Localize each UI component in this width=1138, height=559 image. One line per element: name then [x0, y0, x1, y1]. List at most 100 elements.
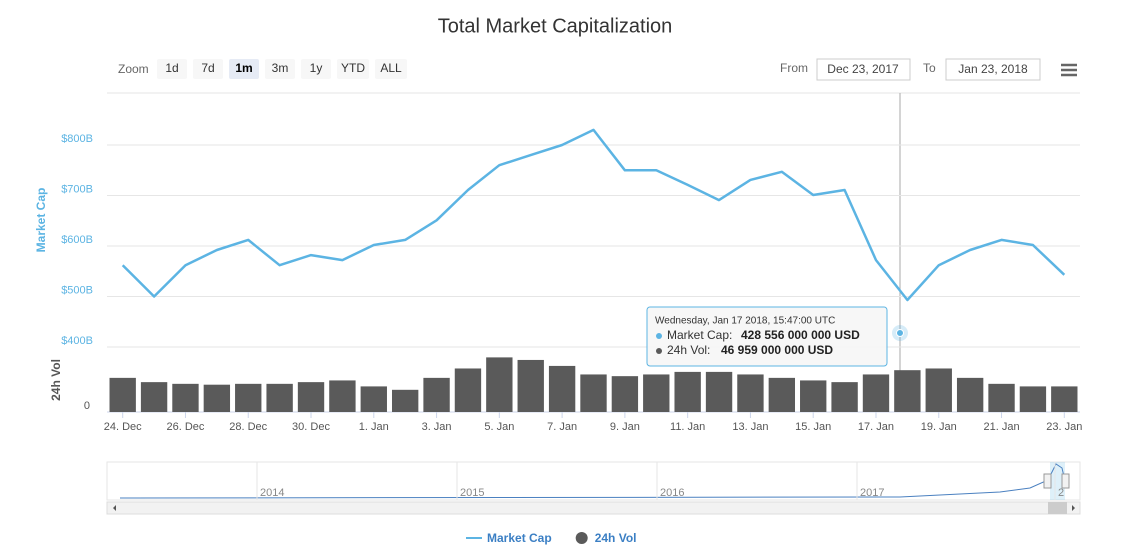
zoom-button[interactable]: [301, 59, 331, 79]
volume-bar: [831, 382, 858, 412]
to-label: To: [923, 61, 936, 75]
volume-bar: [266, 383, 293, 412]
zoom-button[interactable]: [193, 59, 223, 79]
volume-bar: [486, 357, 513, 412]
zoom-button-label: YTD: [341, 61, 365, 75]
legend-symbol: [575, 532, 588, 544]
zoom-button-label: 1m: [235, 61, 252, 75]
x-tick-label: 5. Jan: [484, 421, 514, 433]
to-input[interactable]: [945, 58, 1041, 81]
volume-bar: [1019, 386, 1047, 412]
zoom-button[interactable]: [265, 59, 295, 79]
volume-bar: [423, 377, 450, 412]
volume-bar: [894, 370, 921, 412]
tooltip-value: 428 556 000 000 USD: [741, 328, 860, 342]
volume-bar: [956, 377, 984, 412]
from-value: Dec 23, 2017: [827, 62, 899, 76]
x-tick-label: 24. Dec: [104, 421, 142, 433]
volume-bar: [172, 383, 199, 412]
chart-title: Total Market Capitalization: [438, 15, 673, 37]
x-tick-label: 23. Jan: [1046, 421, 1082, 433]
tooltip-label: Market Cap:: [667, 328, 732, 342]
zoom-button-label: 3m: [272, 61, 289, 75]
volume-bar: [611, 376, 639, 412]
volume-bar: [862, 374, 890, 412]
navigator-label: 2: [1058, 487, 1064, 499]
volume-bar: [517, 359, 544, 412]
x-tick-label: 9. Jan: [610, 421, 640, 433]
x-tick-label: 15. Jan: [795, 421, 831, 433]
y-tick-label: $700B: [61, 183, 93, 195]
navigator-label: 2014: [260, 487, 284, 499]
navigator-handle[interactable]: [1061, 473, 1070, 489]
volume-bar: [297, 382, 325, 412]
volume-bar: [203, 384, 231, 412]
tooltip-value: 46 959 000 000 USD: [721, 343, 833, 357]
market-cap-line: [121, 128, 1066, 302]
volume-bar: [109, 377, 136, 412]
zoom-button[interactable]: [375, 59, 407, 79]
tooltip: [646, 306, 888, 367]
navigator-label: 2017: [860, 487, 884, 499]
navigator[interactable]: [106, 461, 1081, 501]
volume-bar: [768, 377, 796, 412]
volume-bar: [925, 368, 952, 412]
zoom-button[interactable]: [157, 59, 187, 79]
y2-tick-label: 0: [84, 400, 90, 412]
volume-bar: [988, 383, 1015, 412]
x-tick-label: 30. Dec: [292, 421, 330, 433]
navigator-label: 2016: [660, 487, 684, 499]
x-tick-label: 11. Jan: [670, 421, 705, 433]
x-tick-label: 7. Jan: [547, 421, 577, 433]
volume-bar: [1051, 386, 1078, 412]
x-tick-label: 17. Jan: [858, 421, 894, 433]
y-tick-label: $500B: [61, 284, 93, 296]
scrollbar-thumb[interactable]: [1048, 502, 1067, 514]
x-tick-label: 1. Jan: [359, 421, 389, 433]
tooltip-date: Wednesday, Jan 17 2018, 15:47:00 UTC: [655, 316, 835, 327]
from-label: From: [780, 61, 808, 75]
legend-label[interactable]: Market Cap: [487, 531, 552, 545]
tooltip-label: 24h Vol:: [667, 343, 710, 357]
volume-bar: [737, 374, 764, 412]
tooltip-dot: [656, 348, 662, 354]
volume-bar: [580, 374, 607, 412]
zoom-button[interactable]: [337, 59, 369, 79]
navigator-line: [119, 463, 1067, 499]
zoom-button-label: 7d: [201, 61, 214, 75]
volume-bar: [674, 371, 701, 412]
y-tick-label: $400B: [61, 335, 93, 347]
scrollbar[interactable]: [106, 501, 1081, 515]
volume-bar: [800, 380, 827, 412]
tooltip-dot: [656, 333, 662, 339]
zoom-button-label: 1d: [165, 61, 178, 75]
x-tick-label: 28. Dec: [229, 421, 267, 433]
x-tick-label: 19. Jan: [921, 421, 957, 433]
volume-bar: [548, 365, 576, 412]
legend-label[interactable]: 24h Vol: [595, 531, 637, 545]
y-axis-label: Market Cap: [34, 188, 48, 253]
volume-bar: [140, 382, 168, 412]
zoom-button[interactable]: [229, 59, 259, 79]
x-tick-label: 26. Dec: [167, 421, 205, 433]
x-tick-label: 21. Jan: [983, 421, 1019, 433]
y-tick-label: $800B: [61, 133, 93, 145]
zoom-button-label: 1y: [310, 61, 323, 75]
y2-axis-label: 24h Vol: [49, 359, 63, 401]
y-tick-label: $600B: [61, 234, 93, 246]
hover-point: [896, 329, 904, 337]
from-input[interactable]: [816, 58, 911, 81]
navigator-label: 2015: [460, 487, 484, 499]
x-tick-label: 3. Jan: [422, 421, 452, 433]
volume-bar: [235, 383, 262, 412]
volume-bar: [454, 368, 482, 412]
navigator-handle[interactable]: [1043, 473, 1052, 489]
menu-icon[interactable]: [1061, 63, 1077, 77]
to-value: Jan 23, 2018: [958, 62, 1028, 76]
navigator-window[interactable]: [1050, 462, 1065, 500]
volume-bar: [643, 374, 670, 412]
x-tick-label: 13. Jan: [732, 421, 768, 433]
volume-bar: [360, 386, 387, 412]
zoom-button-label: ALL: [380, 61, 402, 75]
